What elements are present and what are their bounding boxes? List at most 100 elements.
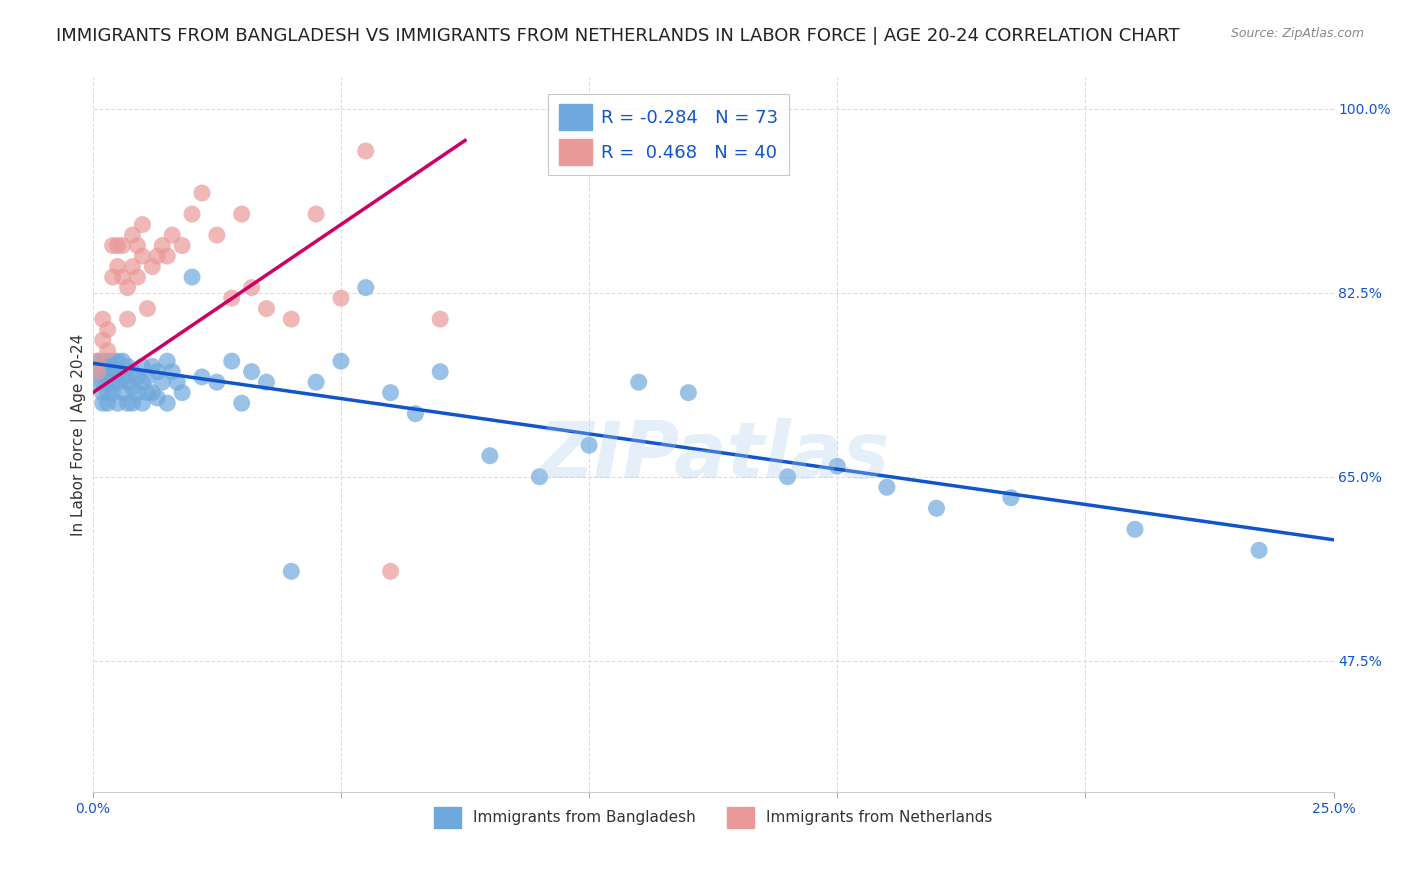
Point — [354, 280, 377, 294]
Point — [136, 301, 159, 316]
Point — [111, 385, 134, 400]
Point — [156, 249, 179, 263]
Y-axis label: In Labor Force | Age 20-24: In Labor Force | Age 20-24 — [72, 334, 87, 536]
Point — [121, 260, 143, 274]
Point — [578, 438, 600, 452]
Point — [380, 564, 402, 578]
Point — [87, 354, 110, 368]
Point — [172, 385, 194, 400]
Point — [121, 380, 143, 394]
Point — [117, 359, 139, 374]
Point — [107, 260, 129, 274]
Point — [191, 370, 214, 384]
Point — [627, 375, 650, 389]
Point — [87, 365, 110, 379]
Point — [127, 370, 149, 384]
Point — [150, 375, 173, 389]
Point — [97, 365, 120, 379]
Point — [117, 375, 139, 389]
Point — [131, 396, 153, 410]
Point — [136, 370, 159, 384]
Point — [825, 459, 848, 474]
Point — [876, 480, 898, 494]
Point — [111, 354, 134, 368]
Point — [107, 354, 129, 368]
Point — [160, 228, 183, 243]
Point — [107, 365, 129, 379]
Point — [478, 449, 501, 463]
Point — [87, 365, 110, 379]
Point — [107, 396, 129, 410]
Point — [240, 365, 263, 379]
Point — [121, 365, 143, 379]
Point — [117, 396, 139, 410]
Point — [131, 375, 153, 389]
Legend: Immigrants from Bangladesh, Immigrants from Netherlands: Immigrants from Bangladesh, Immigrants f… — [427, 800, 998, 834]
Point — [925, 501, 948, 516]
Point — [160, 365, 183, 379]
Point — [146, 365, 169, 379]
Point — [101, 385, 124, 400]
Point — [1247, 543, 1270, 558]
Point — [87, 375, 110, 389]
Point — [131, 218, 153, 232]
Point — [181, 207, 204, 221]
Point — [91, 365, 114, 379]
Point — [354, 144, 377, 158]
Point — [404, 407, 426, 421]
Point — [172, 238, 194, 252]
Point — [181, 270, 204, 285]
Text: ZIPatlas: ZIPatlas — [537, 418, 889, 494]
Point — [107, 238, 129, 252]
Point — [131, 359, 153, 374]
Point — [529, 469, 551, 483]
Point — [136, 385, 159, 400]
Point — [97, 375, 120, 389]
Point — [97, 385, 120, 400]
Point — [121, 396, 143, 410]
Point — [97, 343, 120, 358]
Point — [117, 280, 139, 294]
Point — [776, 469, 799, 483]
Point — [117, 312, 139, 326]
Point — [131, 249, 153, 263]
Point — [107, 375, 129, 389]
Point — [97, 396, 120, 410]
Point — [429, 312, 451, 326]
Point — [101, 375, 124, 389]
Point — [1000, 491, 1022, 505]
Point — [221, 291, 243, 305]
Text: IMMIGRANTS FROM BANGLADESH VS IMMIGRANTS FROM NETHERLANDS IN LABOR FORCE | AGE 2: IMMIGRANTS FROM BANGLADESH VS IMMIGRANTS… — [56, 27, 1180, 45]
Point — [141, 385, 163, 400]
Point — [329, 354, 352, 368]
Point — [91, 312, 114, 326]
Point — [191, 186, 214, 200]
Point — [141, 359, 163, 374]
Point — [156, 396, 179, 410]
Point — [121, 228, 143, 243]
Point — [101, 354, 124, 368]
Point — [97, 354, 120, 368]
Point — [256, 375, 278, 389]
Point — [280, 564, 302, 578]
Point — [111, 370, 134, 384]
Point — [305, 207, 328, 221]
Point — [678, 385, 700, 400]
Point — [150, 238, 173, 252]
Point — [91, 333, 114, 347]
Point — [111, 270, 134, 285]
Point — [87, 354, 110, 368]
Point — [429, 365, 451, 379]
Point — [205, 375, 228, 389]
Point — [329, 291, 352, 305]
Point — [127, 270, 149, 285]
Point — [101, 238, 124, 252]
Point — [1123, 522, 1146, 536]
Point — [166, 375, 188, 389]
Point — [231, 396, 253, 410]
Point — [146, 391, 169, 405]
Point — [305, 375, 328, 389]
Point — [221, 354, 243, 368]
Point — [380, 385, 402, 400]
Point — [91, 396, 114, 410]
